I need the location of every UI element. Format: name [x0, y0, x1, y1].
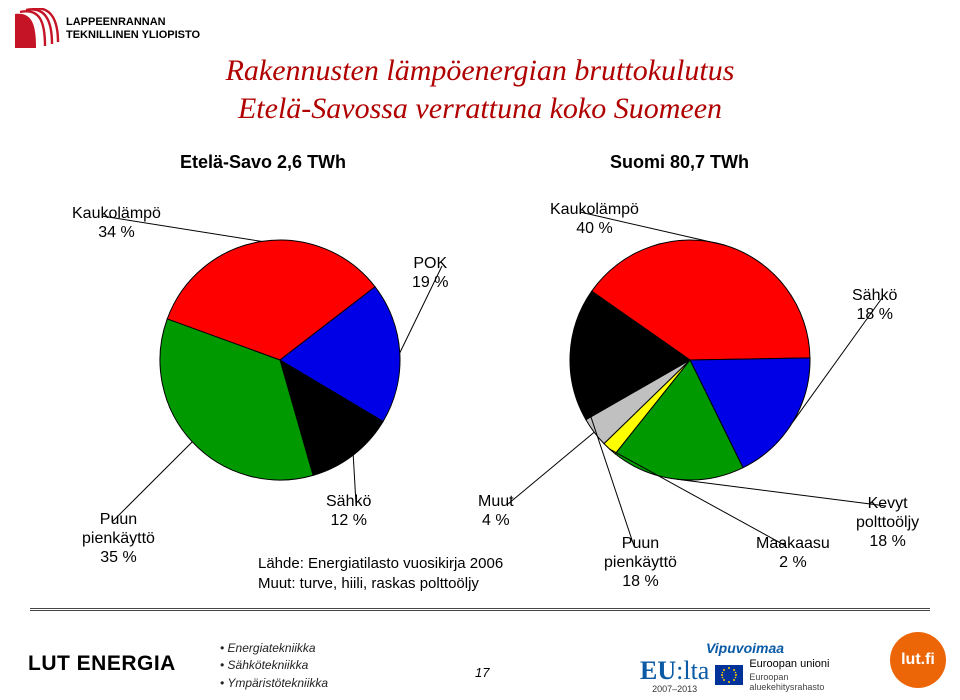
footer: LUT ENERGIA Energiatekniikka Sähköteknii…: [0, 616, 960, 700]
vipuvoimaa-label: Vipuvoimaa: [640, 640, 850, 656]
left-chart-title: Etelä-Savo 2,6 TWh: [180, 152, 346, 173]
uni-line-2: TEKNILLINEN YLIOPISTO: [66, 29, 200, 42]
right-pie-label-0: Kaukolämpö40 %: [550, 200, 639, 238]
right-pie-leader-2: [677, 479, 886, 506]
page-title: Rakennusten lämpöenergian bruttokulutus …: [0, 52, 960, 127]
source-line-1: Lähde: Energiatilasto vuosikirja 2006: [258, 554, 503, 574]
right-pie-label-5: Puunpienkäyttö18 %: [604, 534, 677, 592]
source-line-2: Muut: turve, hiili, raskas polttoöljy: [258, 574, 503, 594]
footer-bullets: Energiatekniikka Sähkötekniikka Ympärist…: [220, 640, 328, 692]
left-pie-slice-1: [280, 287, 400, 422]
eu-funding-block: Vipuvoimaa EU:lta 2007–2013 Euroopan uni…: [640, 640, 850, 694]
lut-energia-logo: LUT ENERGIA: [28, 652, 176, 676]
left-pie-label-2: Sähkö12 %: [326, 492, 371, 530]
left-pie-slice-2: [280, 360, 383, 475]
right-pie-slice-5: [570, 291, 690, 419]
left-pie-slice-3: [160, 319, 313, 480]
footer-bullet-2: Sähkötekniikka: [220, 657, 328, 674]
lut-fi-badge: lut.fi: [890, 632, 946, 688]
logo-mark-icon: [12, 8, 60, 50]
left-pie-label-1: POK19 %: [412, 254, 448, 292]
university-name: LAPPEENRANNAN TEKNILLINEN YLIOPISTO: [66, 16, 200, 42]
right-pie-slice-4: [586, 360, 690, 444]
right-chart-title: Suomi 80,7 TWh: [610, 152, 749, 173]
page-number: 17: [475, 665, 489, 680]
eu-line-1: Euroopan unioni: [749, 658, 850, 670]
source-text: Lähde: Energiatilasto vuosikirja 2006 Mu…: [258, 554, 503, 593]
eu-line-2: Euroopan aluekehitysrahasto: [749, 672, 850, 692]
right-pie-leader-5: [570, 355, 634, 546]
eu-flag-icon: [715, 665, 743, 685]
university-logo: LAPPEENRANNAN TEKNILLINEN YLIOPISTO: [12, 8, 200, 50]
left-pie-label-3: Puunpienkäyttö35 %: [82, 510, 155, 568]
right-pie-leader-3: [609, 449, 786, 546]
title-line-1: Rakennusten lämpöenergian bruttokulutus: [0, 52, 960, 90]
eu-lta-label: EU:lta: [640, 656, 709, 686]
right-pie-label-2: Kevytpolttoöljy18 %: [856, 494, 919, 552]
title-line-2: Etelä-Savossa verrattuna koko Suomeen: [0, 90, 960, 128]
footer-bullet-1: Energiatekniikka: [220, 640, 328, 657]
right-pie-leader-4: [508, 432, 594, 504]
right-pie-slice-1: [690, 358, 810, 468]
uni-line-1: LAPPEENRANNAN: [66, 16, 200, 29]
footer-bullet-3: Ympäristötekniikka: [220, 675, 328, 692]
right-pie-label-1: Sähkö18 %: [852, 286, 897, 324]
right-pie-slice-3: [604, 360, 690, 454]
left-pie-slice-0: [167, 240, 375, 360]
footer-divider: [30, 608, 930, 611]
right-pie-slice-0: [592, 240, 810, 360]
right-pie-label-3: Maakaasu2 %: [756, 534, 830, 572]
right-pie-label-4: Muut4 %: [478, 492, 514, 530]
left-pie-label-0: Kaukolämpö34 %: [72, 204, 161, 242]
right-pie-slice-2: [615, 360, 743, 480]
